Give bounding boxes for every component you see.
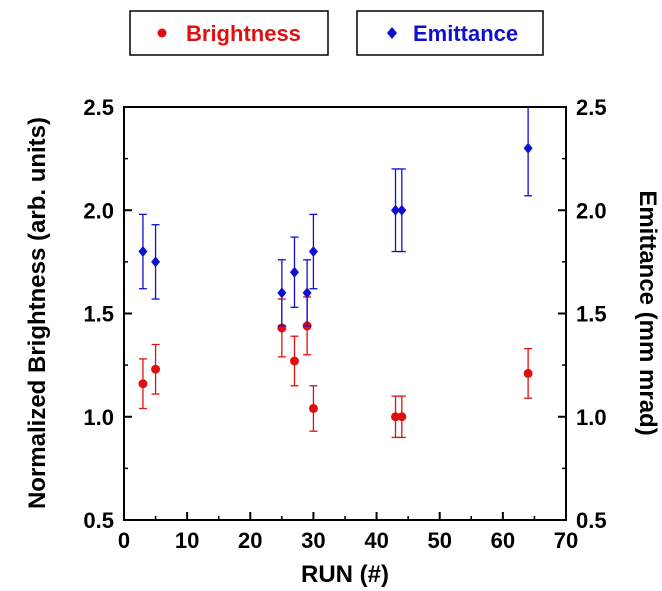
- y-tick-label-left: 0.5: [83, 508, 114, 533]
- y-tick-label-right: 1.5: [576, 302, 607, 327]
- emittance-point: [308, 246, 318, 258]
- x-tick-label: 70: [554, 528, 578, 553]
- y-tick-label-left: 1.0: [83, 405, 114, 430]
- x-tick-label: 20: [238, 528, 262, 553]
- y-tick-label-right: 2.5: [576, 95, 607, 120]
- legend-label-brightness: Brightness: [186, 21, 301, 46]
- x-tick-label: 40: [364, 528, 388, 553]
- y-tick-label-left: 2.0: [83, 198, 114, 223]
- x-axis: 0 10 20 30 40 50 60 70: [118, 512, 578, 553]
- legend-label-emittance: Emittance: [413, 21, 518, 46]
- brightness-point: [397, 412, 407, 422]
- legend: Brightness Emittance: [129, 10, 544, 56]
- legend-item-emittance: Emittance: [356, 10, 544, 56]
- emittance-point: [302, 287, 312, 299]
- legend-marker-brightness: [157, 28, 167, 38]
- brightness-point: [289, 356, 299, 366]
- y-axis-right-title: Emittance (mm mrad): [634, 190, 661, 435]
- x-axis-title: RUN (#): [301, 561, 389, 588]
- x-tick-label: 50: [427, 528, 451, 553]
- legend-marker-emittance: [387, 27, 397, 39]
- brightness-point: [523, 368, 533, 378]
- emittance-point: [397, 204, 407, 216]
- emittance-point: [391, 204, 401, 216]
- emittance-point: [277, 287, 287, 299]
- y-axis-left-title: Normalized Brightness (arb. units): [24, 117, 51, 509]
- y-tick-label-right: 2.0: [576, 198, 607, 223]
- emittance-point: [523, 142, 533, 154]
- x-tick-label: 30: [301, 528, 325, 553]
- y-tick-label-right: 0.5: [576, 508, 607, 533]
- brightness-point: [308, 403, 318, 413]
- emittance-point: [138, 246, 148, 258]
- brightness-point: [391, 412, 401, 422]
- y-tick-label-left: 1.5: [83, 302, 114, 327]
- plot-frame: [123, 106, 567, 521]
- emittance-point: [289, 266, 299, 278]
- brightness-point: [138, 379, 148, 389]
- x-tick-label: 60: [491, 528, 515, 553]
- plot-marks: [138, 107, 533, 439]
- legend-item-brightness: Brightness: [129, 10, 329, 56]
- emittance-point: [151, 256, 161, 268]
- x-tick-label: 0: [118, 528, 130, 553]
- y-tick-label-right: 1.0: [576, 405, 607, 430]
- y-axes: 0.5 0.5 1.0 1.0 1.5 1.5 2.0 2.0 2.5 2.5: [83, 95, 606, 533]
- y-tick-label-left: 2.5: [83, 95, 114, 120]
- brightness-point: [151, 364, 161, 374]
- x-tick-label: 10: [175, 528, 199, 553]
